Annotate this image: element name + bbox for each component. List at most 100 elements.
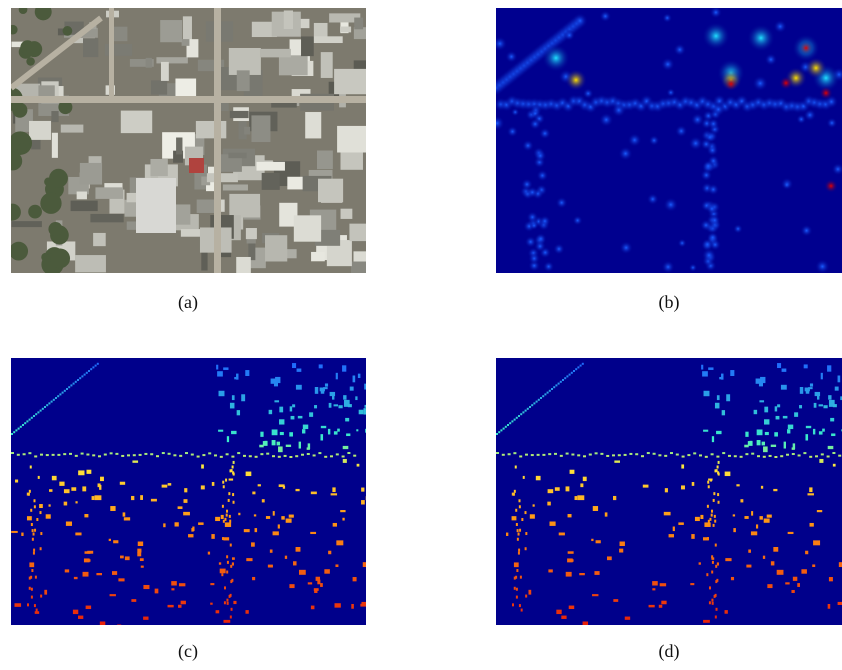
detection — [757, 455, 760, 458]
detection — [24, 422, 27, 425]
detection — [188, 534, 194, 538]
detection — [143, 584, 150, 590]
building — [11, 221, 42, 228]
detection — [774, 406, 778, 412]
detection — [580, 483, 584, 488]
detection — [724, 610, 728, 614]
building — [229, 193, 261, 218]
heat-blob — [521, 139, 534, 152]
heat-blob — [752, 75, 769, 92]
detection — [228, 514, 231, 518]
detection — [245, 370, 250, 377]
heat-blob — [572, 12, 588, 29]
detection — [532, 504, 535, 507]
detection — [314, 589, 318, 593]
detection — [59, 481, 65, 486]
detection — [279, 431, 284, 436]
detection — [711, 555, 714, 559]
detection — [310, 605, 315, 610]
building — [145, 57, 152, 68]
detection — [612, 454, 615, 457]
detection — [361, 601, 366, 605]
heat-blob — [700, 169, 713, 182]
detection — [230, 607, 233, 611]
building — [75, 255, 106, 273]
heat-blob — [528, 252, 541, 265]
detection — [832, 463, 836, 467]
detection — [92, 366, 95, 369]
detection — [26, 516, 32, 521]
detection — [808, 387, 813, 390]
detection — [780, 384, 787, 390]
detection — [716, 578, 719, 582]
detection — [702, 371, 708, 377]
detection-map-image — [11, 358, 366, 625]
detection — [595, 540, 601, 544]
detection — [507, 424, 509, 426]
heat-blob — [690, 112, 705, 127]
detection — [502, 427, 505, 430]
detection — [28, 452, 32, 455]
detection — [548, 569, 553, 573]
detection — [511, 492, 514, 496]
detection — [777, 363, 782, 369]
detection — [231, 562, 234, 566]
heat-blob — [706, 231, 719, 244]
detection — [163, 523, 166, 528]
building — [340, 208, 353, 219]
aerial-image — [11, 8, 366, 273]
detection — [11, 452, 14, 455]
detection — [768, 454, 772, 457]
detection — [707, 480, 710, 484]
detection — [73, 576, 78, 580]
heat-blob — [688, 136, 703, 151]
detection — [329, 391, 336, 397]
detection — [57, 453, 61, 456]
detection — [167, 483, 172, 486]
detection — [289, 406, 293, 412]
detection — [48, 402, 51, 405]
background — [496, 358, 842, 625]
building — [29, 120, 52, 140]
building — [206, 181, 220, 192]
detection — [223, 537, 230, 541]
detection — [241, 394, 246, 402]
tree — [50, 248, 71, 269]
detection — [717, 472, 720, 476]
detection — [61, 391, 64, 394]
building — [93, 232, 106, 247]
detection — [546, 391, 549, 394]
building — [206, 173, 238, 183]
detection — [228, 478, 234, 481]
detection — [161, 452, 165, 455]
detection — [232, 500, 235, 504]
building — [283, 10, 294, 30]
detection — [566, 375, 569, 378]
detection — [838, 454, 842, 457]
detection — [617, 454, 621, 457]
detection — [41, 407, 44, 410]
detection — [245, 471, 252, 477]
detection — [245, 610, 249, 614]
detection — [236, 373, 239, 380]
detection — [31, 537, 34, 541]
detection — [315, 576, 321, 581]
detection — [127, 454, 130, 457]
detection — [124, 556, 130, 561]
detection — [531, 404, 534, 407]
detection — [703, 619, 710, 623]
detection — [285, 518, 292, 523]
detection — [277, 455, 281, 458]
heat-blob — [796, 114, 807, 125]
detection — [230, 564, 233, 568]
detection — [791, 589, 795, 593]
detection — [167, 452, 171, 455]
detection — [524, 511, 527, 515]
detection — [229, 543, 232, 547]
detection — [229, 615, 232, 619]
detection — [749, 440, 753, 445]
tree — [58, 100, 73, 115]
detection — [292, 363, 297, 369]
detection — [730, 576, 735, 581]
detection — [33, 505, 36, 509]
